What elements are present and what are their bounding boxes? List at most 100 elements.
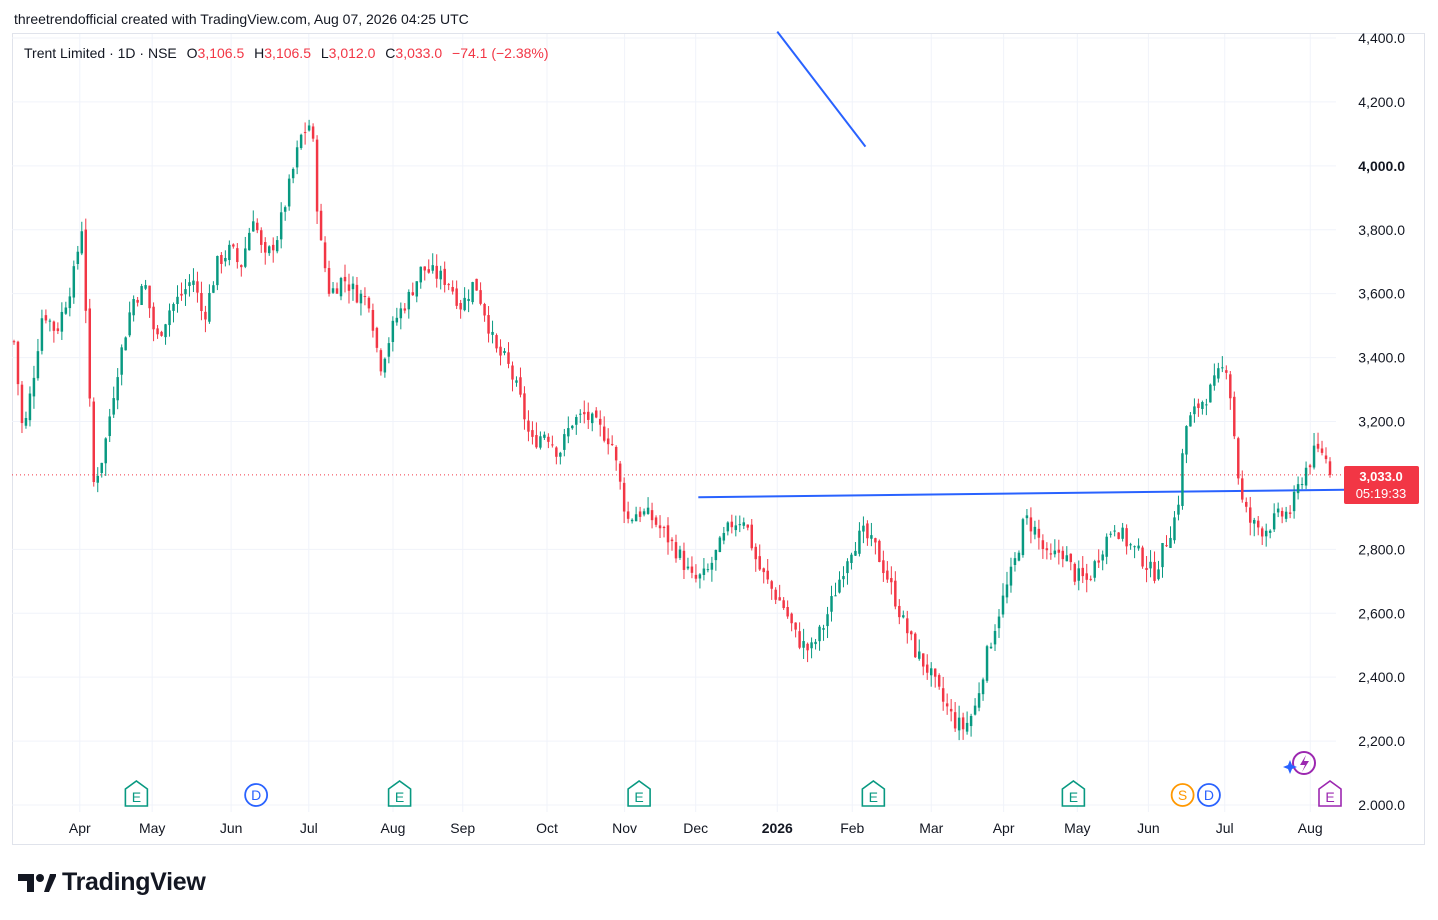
tradingview-logo[interactable]: TradingView: [16, 868, 206, 897]
candle-body: [646, 507, 650, 514]
candle: [1213, 363, 1216, 391]
candle-body: [439, 270, 442, 280]
candle: [1137, 538, 1140, 551]
candle-body: [638, 511, 642, 517]
candle-body: [395, 317, 399, 323]
candle: [714, 549, 718, 571]
candle-body: [411, 292, 415, 296]
event-marker-earnings[interactable]: E: [861, 780, 886, 807]
event-marker-earnings[interactable]: E: [1061, 780, 1086, 807]
candle-body: [148, 285, 151, 309]
candle: [1260, 526, 1264, 546]
candle-body: [252, 221, 255, 232]
candle-body: [124, 337, 127, 351]
candle-body: [1209, 384, 1212, 403]
candle-body: [1153, 561, 1156, 581]
candle-body: [630, 519, 634, 522]
chart-frame: [12, 33, 1425, 845]
candle: [666, 517, 670, 555]
candle-body: [702, 568, 706, 575]
candle-body: [1069, 553, 1073, 563]
candle: [323, 236, 327, 273]
candle: [200, 281, 203, 321]
candle: [527, 410, 530, 442]
candle: [100, 462, 103, 478]
candle-body: [1077, 568, 1080, 581]
candle: [1025, 508, 1029, 525]
event-marker-earnings[interactable]: E: [627, 780, 651, 807]
event-marker-split[interactable]: S: [1170, 783, 1195, 807]
candle: [84, 218, 88, 324]
candle-body: [232, 244, 235, 247]
candle-body: [886, 570, 889, 580]
candle-body: [1005, 584, 1009, 598]
event-marker-earnings-upcoming[interactable]: E: [1318, 780, 1342, 807]
candle: [499, 339, 502, 366]
y-tick-label: 2,200.0: [1358, 733, 1405, 749]
candle: [850, 552, 853, 570]
candle: [391, 316, 395, 352]
candle-body: [299, 134, 303, 149]
candle-body: [997, 616, 1001, 629]
candle-body: [774, 589, 777, 600]
candle: [1173, 511, 1176, 544]
y-tick-label: 2,800.0: [1358, 541, 1405, 557]
event-marker-dividend[interactable]: D: [244, 783, 269, 807]
candle: [846, 558, 849, 585]
earnings-icon: [1318, 780, 1342, 807]
candle-body: [1053, 550, 1057, 555]
candle: [375, 326, 379, 353]
candle-body: [1276, 508, 1280, 513]
last-price-value: 3,033.0: [1359, 469, 1402, 484]
candle: [1069, 553, 1073, 571]
candle: [427, 259, 430, 274]
lightning-icon[interactable]: [1283, 751, 1316, 775]
candle: [594, 407, 598, 419]
candle-body: [132, 299, 135, 316]
symbol-name[interactable]: Trent Limited · 1D · NSE: [24, 45, 177, 61]
candle-body: [271, 244, 275, 251]
candle-body: [563, 434, 566, 450]
trendline[interactable]: [776, 31, 867, 148]
candle-body: [144, 285, 147, 289]
candle: [291, 167, 295, 184]
candle-body: [275, 240, 279, 252]
candle: [403, 303, 407, 314]
candle: [1288, 505, 1292, 519]
candle: [176, 285, 179, 313]
candle-body: [1017, 552, 1021, 561]
candle-body: [866, 523, 869, 539]
candle: [60, 302, 64, 341]
y-tick-label: 2.000.0: [1358, 797, 1405, 813]
event-marker-dividend[interactable]: D: [1197, 783, 1221, 807]
candle-body: [279, 212, 283, 240]
candle-body: [618, 463, 622, 482]
candle-body: [965, 722, 969, 732]
candle: [969, 713, 973, 737]
candle: [1017, 550, 1021, 562]
event-marker-label: E: [1325, 789, 1334, 805]
event-marker-earnings[interactable]: E: [124, 780, 149, 807]
candle-body: [1205, 404, 1208, 406]
candle: [710, 556, 714, 582]
earnings-icon: [387, 780, 412, 807]
candle-body: [981, 679, 985, 695]
dividend-icon: [1197, 783, 1221, 807]
candle: [670, 537, 674, 551]
trendline[interactable]: [698, 488, 1357, 499]
last-price-tag[interactable]: 3,033.0 05:19:33: [1344, 466, 1419, 504]
candle: [299, 133, 303, 150]
candle-body: [571, 425, 574, 429]
candle: [1197, 398, 1200, 417]
candle-body: [1225, 370, 1228, 373]
candle: [722, 526, 726, 545]
candle-body: [658, 525, 662, 529]
candle-body: [1241, 478, 1244, 500]
candle: [1053, 539, 1057, 558]
candle: [559, 451, 562, 465]
candle-body: [594, 410, 598, 418]
candle: [802, 628, 805, 659]
event-marker-earnings[interactable]: E: [387, 780, 412, 807]
